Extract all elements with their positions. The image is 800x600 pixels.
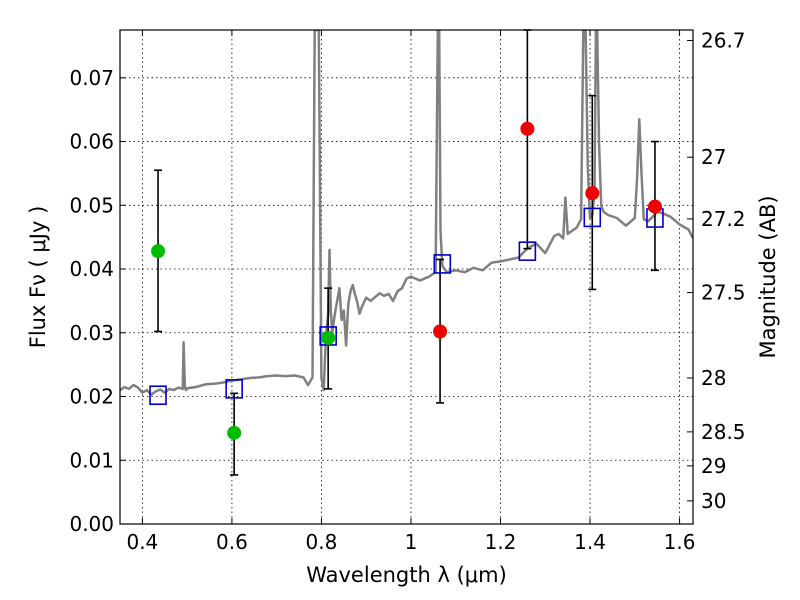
magnitude-tick-label: 28.5 — [701, 420, 746, 444]
model-square-marker — [583, 207, 602, 228]
red-data-point — [585, 186, 600, 201]
y-tick-label: 0.06 — [69, 130, 114, 154]
magnitude-tick-label: 29 — [701, 454, 726, 478]
magnitude-tick-label: 27 — [701, 145, 726, 169]
x-tick-label: 1.6 — [664, 530, 696, 554]
magnitude-tick-label: 26.7 — [701, 28, 746, 52]
y-tick-label: 0.02 — [69, 385, 114, 409]
y-tick-label: 0.04 — [69, 257, 114, 281]
red-data-point — [433, 324, 448, 339]
magnitude-tick-label: 30 — [701, 489, 726, 513]
y-tick-label: 0.07 — [69, 66, 114, 90]
x-tick-label: 1 — [405, 530, 418, 554]
x-axis-title: Wavelength λ (μm) — [306, 563, 507, 587]
model-square-marker — [518, 241, 537, 261]
model-square-marker — [319, 326, 337, 346]
red-data-point — [647, 199, 662, 214]
green-data-point — [151, 244, 166, 259]
green-data-point — [227, 425, 242, 440]
y-tick-label: 0.05 — [69, 193, 114, 217]
magnitude-tick-label: 27.2 — [701, 207, 746, 231]
grid-layer — [120, 30, 693, 525]
green-data-point — [321, 330, 336, 345]
x-tick-label: 0.8 — [306, 530, 338, 554]
x-tick-label: 0.6 — [216, 530, 248, 554]
x-tick-label: 1.4 — [574, 530, 606, 554]
model-square-marker — [433, 254, 452, 274]
marker-layer — [149, 121, 664, 440]
x-tick-label: 0.4 — [126, 530, 158, 554]
y-tick-label: 0.03 — [69, 321, 114, 345]
magnitude-tick-label: 27.5 — [701, 281, 746, 305]
magnitude-axis-title: Magnitude (AB) — [756, 195, 780, 358]
x-tick-label: 1.2 — [485, 530, 517, 554]
plot-area — [120, 30, 693, 396]
model-square-marker — [149, 385, 167, 406]
magnitude-tick-label: 28 — [701, 366, 726, 390]
model-square-marker — [225, 379, 243, 399]
y-axis-title: Flux Fν ( μJy ) — [26, 206, 50, 349]
tick-layer: 0.4 0.6 0.8 1 1.2 1.4 1.6 0.00 0.01 0.02 0.03 0.04 0… — [69, 28, 745, 554]
y-tick-label: 0.00 — [69, 512, 114, 536]
spectrum-line — [120, 30, 693, 396]
plot-frame — [119, 29, 694, 525]
y-tick-label: 0.01 — [69, 448, 114, 472]
red-data-point — [520, 121, 535, 136]
label-layer: Wavelength λ (μm) Flux Fν ( μJy ) Magnit… — [26, 195, 780, 587]
